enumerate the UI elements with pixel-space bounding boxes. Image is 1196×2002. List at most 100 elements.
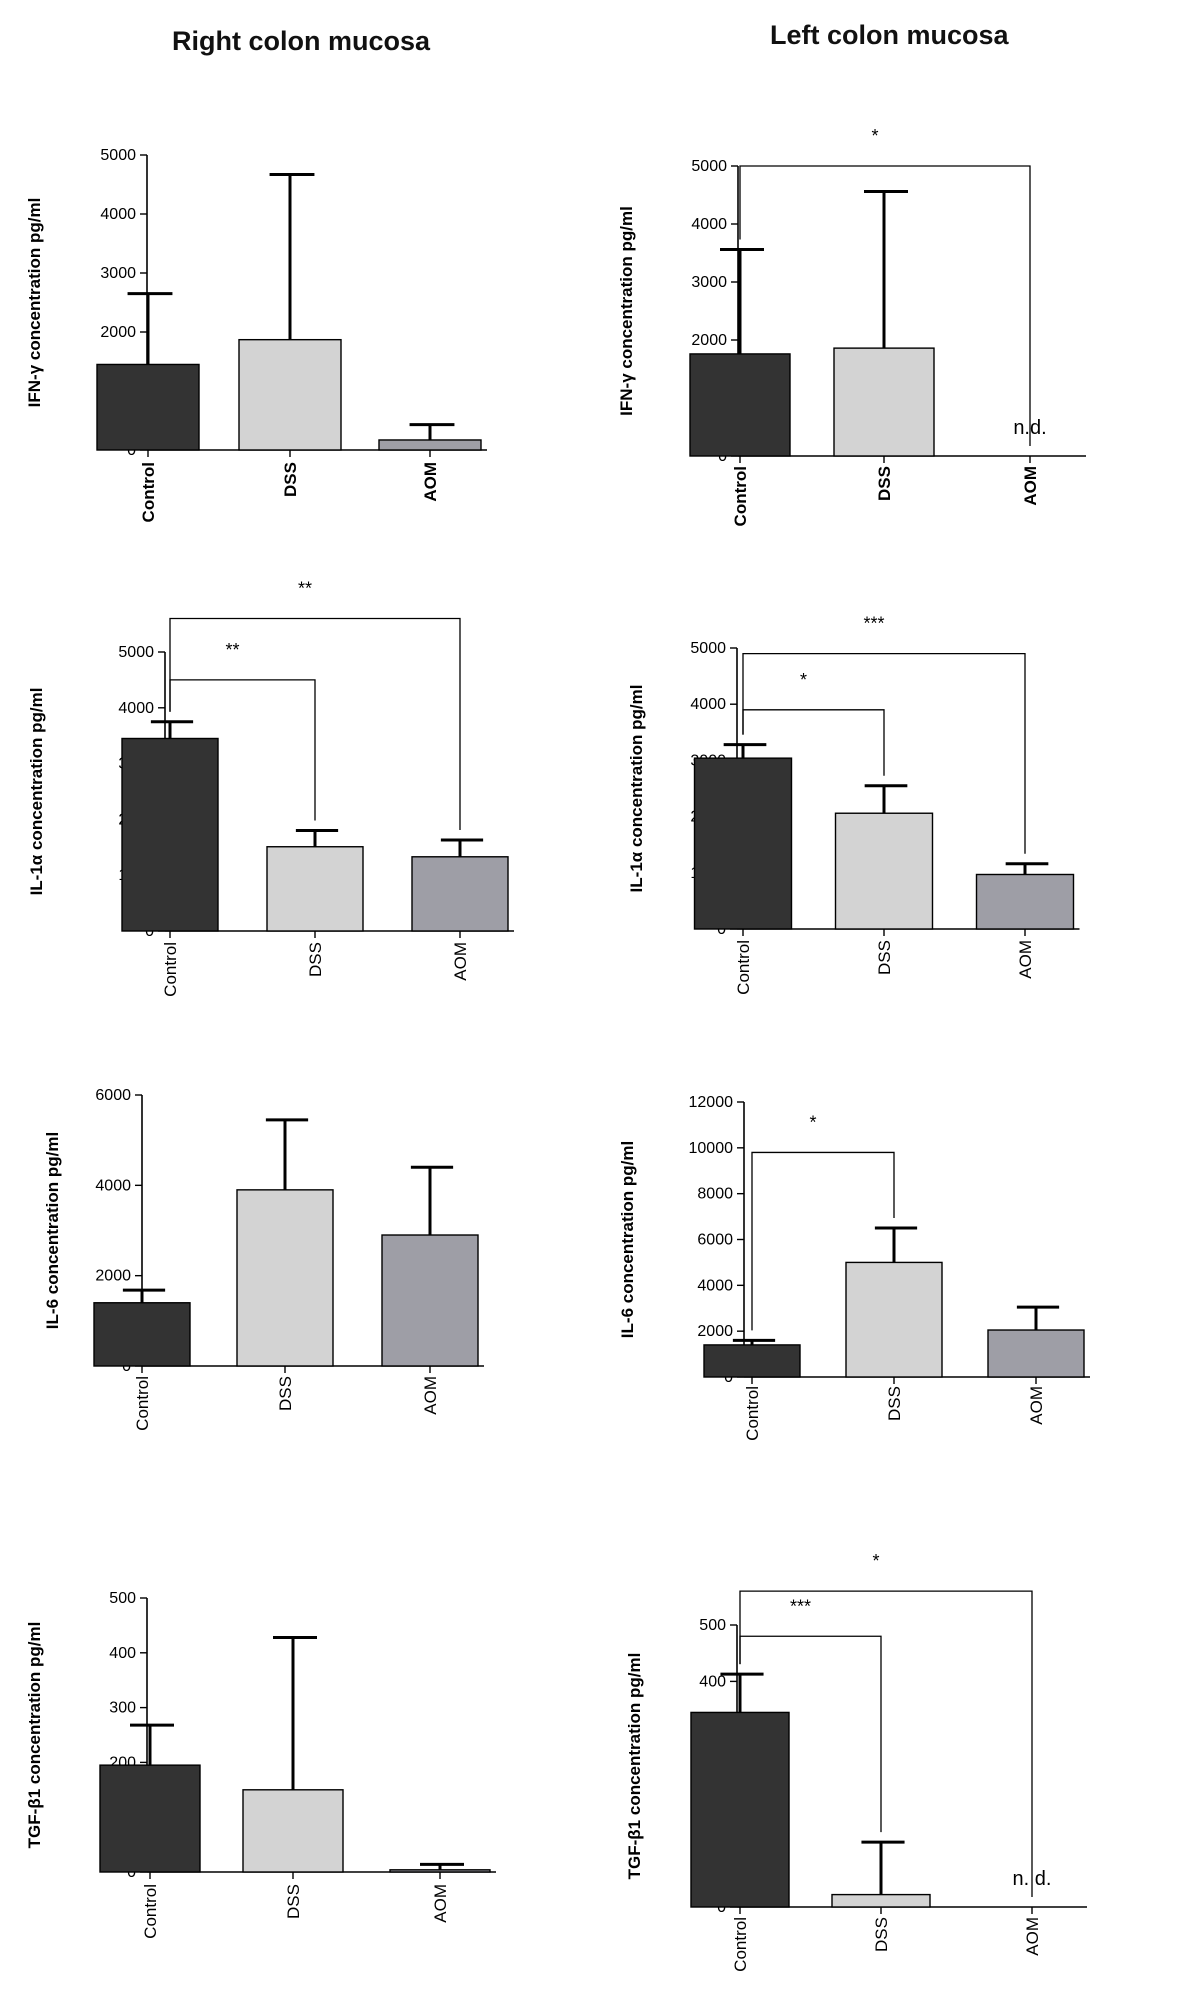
bar-dss [834,812,934,930]
bar-dss [831,1893,931,1908]
y-axis-label: TGF-β1 concentration pg/ml [625,1653,644,1880]
bar-control [703,1344,801,1378]
category-label-dss: DSS [885,1386,904,1421]
significance-label: * [800,670,807,690]
significance-label: * [872,1551,879,1571]
y-tick-label: 500 [699,1617,726,1634]
y-axis-label: IL-1α concentration pg/ml [27,688,46,896]
y-tick-label: 2000 [95,1268,131,1285]
category-label-dss: DSS [281,462,300,497]
bar-dss [266,846,364,932]
y-axis-label: IL-6 concentration pg/ml [618,1141,637,1338]
y-tick-label: 12000 [689,1094,734,1111]
bar-aom [381,1234,479,1367]
y-tick-label: 3000 [691,274,727,291]
bar-dss [833,347,935,457]
left-column-title: Left colon mucosa [770,20,1009,50]
category-label-aom: AOM [1016,940,1035,979]
y-tick-label: 5000 [118,644,154,661]
significance-label: * [809,1112,816,1132]
category-label-dss: DSS [276,1376,295,1411]
significance-label: ** [298,579,312,599]
y-axis-label: IFN-γ concentration pg/ml [617,206,636,416]
bar-dss [236,1189,334,1367]
bar-control [689,353,791,457]
chart-group: 010002000300040005000IFN-γ concentration… [617,126,1086,526]
category-label-dss: DSS [872,1917,891,1952]
y-tick-label: 2000 [100,324,136,341]
y-tick-label: 8000 [697,1186,733,1203]
y-tick-label: 4000 [691,216,727,233]
chart-group: 010002000300040005000IL-1α concentration… [627,614,1080,995]
bar-dss [845,1261,943,1378]
category-label-control: Control [731,1917,750,1972]
significance-bracket [739,1590,1033,1897]
bar-aom [975,873,1075,930]
y-tick-label: 4000 [690,696,726,713]
y-tick-label: 4000 [697,1277,733,1294]
y-tick-label: 4000 [100,206,136,223]
category-label-control: Control [731,466,750,526]
y-tick-label: 5000 [691,158,727,175]
category-label-control: Control [133,1376,152,1431]
y-axis-label: TGF-β1 concentration pg/ml [25,1622,44,1849]
y-tick-label: 6000 [697,1232,733,1249]
bar-control [693,757,793,930]
chart-group: 010002000300040005000IL-1α concentration… [27,579,514,997]
y-tick-label: 3000 [100,265,136,282]
bar-dss [242,1789,344,1873]
significance-label: * [871,126,878,146]
bar-dss [238,338,342,451]
y-tick-label: 2000 [691,332,727,349]
bar-control [690,1711,790,1908]
category-label-aom: AOM [1027,1386,1046,1425]
category-label-aom: AOM [1023,1917,1042,1956]
category-label-dss: DSS [875,466,894,501]
y-tick-label: 5000 [100,147,136,164]
chart-group: 0100200300400500TGF-β1 concentration pg/… [25,1590,496,1939]
chart-group: 0200040006000IL-6 concentration pg/mlCon… [43,1087,484,1431]
significance-bracket [169,617,461,831]
y-tick-label: 10000 [689,1140,734,1157]
significance-label: ** [225,640,239,660]
chart-group: 0100200300400500TGF-β1 concentration pg/… [625,1551,1087,1972]
right-column-title: Right colon mucosa [172,26,431,56]
category-label-aom: AOM [451,942,470,981]
y-tick-label: 500 [109,1590,136,1607]
category-label-dss: DSS [284,1884,303,1919]
significance-label: *** [790,1596,811,1616]
y-tick-label: 300 [109,1700,136,1717]
y-tick-label: 6000 [95,1087,131,1104]
category-label-aom: AOM [1021,466,1040,506]
category-label-aom: AOM [421,462,440,502]
category-label-control: Control [161,942,180,997]
significance-bracket [751,1151,895,1331]
significance-bracket [739,165,1031,446]
category-label-aom: AOM [431,1884,450,1923]
chart-group: 010002000300040005000IFN-γ concentration… [25,147,487,522]
bar-control [121,737,219,932]
y-tick-label: 4000 [95,1177,131,1194]
y-tick-label: 400 [109,1645,136,1662]
bar-aom [987,1329,1085,1378]
bar-control [93,1302,191,1367]
y-tick-label: 2000 [697,1323,733,1340]
significance-label: *** [863,614,884,634]
category-label-dss: DSS [306,942,325,977]
chart-group: 020004000600080001000012000IL-6 concentr… [618,1094,1090,1441]
bar-aom [411,856,509,932]
category-label-control: Control [734,940,753,995]
y-tick-label: 5000 [690,640,726,657]
category-label-dss: DSS [875,940,894,975]
y-axis-label: IL-1α concentration pg/ml [627,685,646,893]
category-label-aom: AOM [421,1376,440,1415]
y-axis-label: IFN-γ concentration pg/ml [25,198,44,408]
